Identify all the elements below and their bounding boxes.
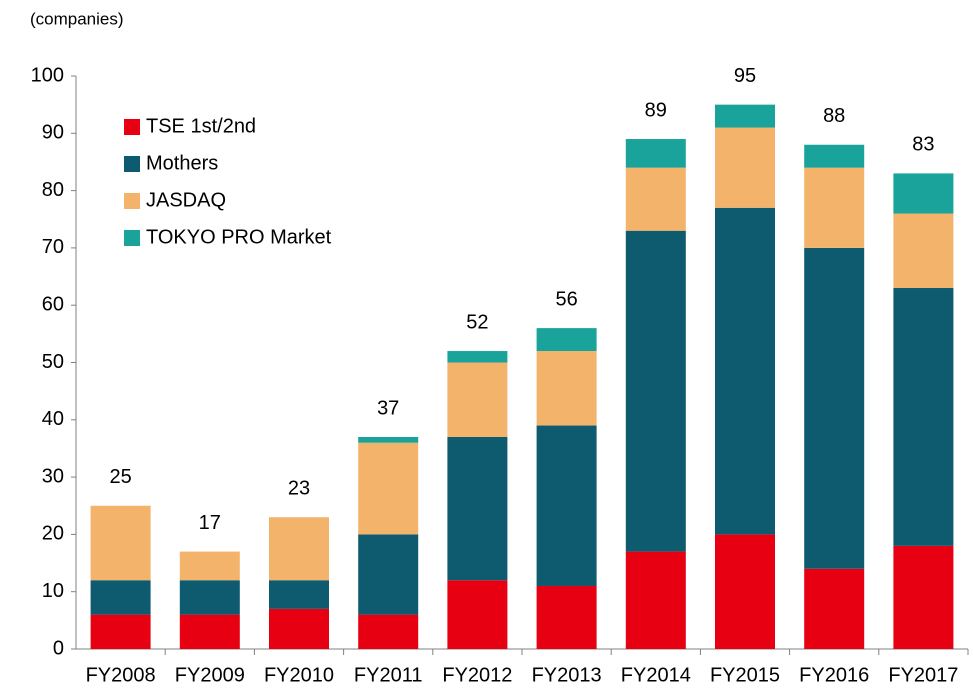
total-label: 88	[823, 105, 845, 127]
total-label: 83	[912, 134, 934, 156]
bar-segment	[893, 288, 954, 546]
y-tick-label: 10	[42, 580, 64, 602]
legend-swatch	[124, 119, 140, 135]
bar-segment	[358, 534, 419, 615]
bar-segment	[804, 167, 865, 248]
x-tick-label: FY2017	[888, 664, 958, 686]
bar-segment	[447, 362, 508, 437]
y-tick-label: 0	[53, 637, 64, 659]
bar-segment	[625, 551, 686, 649]
bar-segment	[90, 614, 151, 649]
legend-label: TOKYO PRO Market	[146, 226, 332, 248]
total-label: 95	[734, 65, 756, 87]
bar-segment	[90, 505, 151, 581]
x-tick-label: FY2013	[532, 664, 602, 686]
bar-segment	[358, 614, 419, 649]
bar-segment	[536, 585, 597, 649]
x-tick-label: FY2016	[799, 664, 869, 686]
bar-segment	[179, 614, 240, 649]
bar-segment	[715, 104, 775, 128]
total-label: 25	[109, 466, 131, 488]
bar-segment	[269, 608, 329, 649]
bar-segment	[269, 517, 329, 581]
bar-segment	[358, 436, 419, 443]
bar-segment	[625, 167, 686, 231]
bar-segment	[804, 144, 865, 168]
bar-segment	[447, 351, 508, 363]
bar-segment	[536, 328, 597, 352]
y-tick-label: 30	[42, 465, 64, 487]
y-tick-label: 70	[42, 236, 64, 258]
x-tick-label: FY2008	[86, 664, 156, 686]
bar-segment	[893, 545, 954, 649]
x-tick-label: FY2010	[264, 664, 334, 686]
x-tick-label: FY2014	[621, 664, 691, 686]
bar-segment	[715, 534, 775, 649]
bar-segment	[625, 139, 686, 168]
legend-label: Mothers	[146, 152, 218, 174]
bar-segment	[625, 230, 686, 552]
bar-segment	[90, 580, 151, 615]
x-tick-label: FY2009	[175, 664, 245, 686]
x-tick-label: FY2012	[442, 664, 512, 686]
bar-segment	[893, 213, 954, 289]
y-tick-label: 90	[42, 122, 64, 144]
y-tick-label: 50	[42, 351, 64, 373]
x-tick-label: FY2011	[354, 664, 423, 686]
bar-segment	[358, 442, 419, 535]
y-tick-label: 80	[42, 179, 64, 201]
total-label: 52	[466, 311, 488, 333]
bar-segment	[715, 127, 775, 208]
y-unit-label: (companies)	[30, 9, 124, 28]
y-tick-label: 20	[42, 523, 64, 545]
bar-segment	[447, 580, 508, 649]
bar-segment	[179, 580, 240, 615]
bar-segment	[536, 351, 597, 426]
total-label: 17	[199, 512, 221, 534]
x-tick-label: FY2015	[710, 664, 780, 686]
legend-swatch	[124, 230, 140, 246]
bar-segment	[715, 207, 775, 535]
bar-segment	[447, 436, 508, 581]
legend-label: JASDAQ	[146, 189, 226, 211]
y-tick-label: 40	[42, 408, 64, 430]
bar-segment	[893, 173, 954, 214]
bar-segment	[536, 425, 597, 586]
legend-swatch	[124, 156, 140, 172]
legend-label: TSE 1st/2nd	[146, 115, 256, 137]
bar-segment	[804, 247, 865, 569]
bar-segment	[179, 551, 240, 581]
total-label: 56	[555, 288, 577, 310]
total-label: 37	[377, 397, 399, 419]
bar-segment	[804, 568, 865, 649]
legend-swatch	[124, 193, 140, 209]
bar-segment	[269, 580, 329, 609]
total-label: 23	[288, 477, 310, 499]
y-tick-label: 100	[31, 64, 64, 86]
total-label: 89	[645, 99, 667, 121]
y-tick-label: 60	[42, 293, 64, 315]
